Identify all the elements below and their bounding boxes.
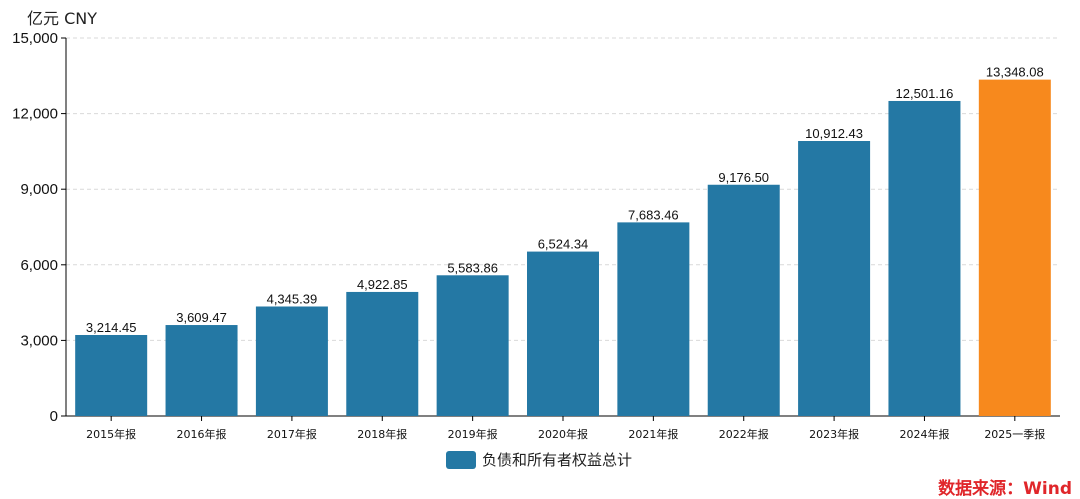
x-tick-label: 2016年报 [177, 427, 227, 441]
bar [978, 79, 1051, 416]
bar [888, 100, 961, 417]
y-axis-unit-label: 亿元 CNY [27, 9, 98, 28]
bar [75, 334, 148, 416]
x-tick-label: 2024年报 [899, 427, 949, 441]
bar [617, 222, 690, 416]
bar [436, 275, 509, 416]
x-tick-label: 2021年报 [628, 427, 678, 441]
bar [707, 184, 780, 416]
legend: 负债和所有者权益总计 [446, 449, 632, 470]
x-tick-label: 2015年报 [86, 427, 136, 441]
source-note: 数据来源：Wind [938, 479, 1072, 499]
x-tick-label: 2018年报 [357, 427, 407, 441]
data-label: 5,583.86 [447, 260, 498, 275]
data-label: 13,348.08 [986, 65, 1044, 80]
x-tick-label: 2022年报 [719, 427, 769, 441]
y-tick-label: 0 [50, 408, 58, 425]
y-tick-label: 15,000 [12, 30, 58, 47]
data-label: 12,501.16 [896, 86, 954, 101]
y-tick-label: 12,000 [12, 106, 58, 123]
bar [346, 291, 419, 416]
legend-swatch [446, 450, 476, 469]
y-tick-label: 6,000 [20, 257, 58, 274]
data-label: 4,922.85 [357, 277, 408, 292]
x-tick-label: 2025一季报 [984, 427, 1045, 441]
y-tick-label: 9,000 [20, 181, 58, 198]
bar [527, 251, 599, 416]
data-label: 6,524.34 [538, 237, 589, 252]
x-tick-label: 2020年报 [538, 427, 588, 441]
bar [255, 306, 328, 416]
x-tick-label: 2023年报 [809, 427, 859, 441]
data-label: 3,214.45 [86, 320, 137, 335]
data-label: 10,912.43 [805, 126, 863, 141]
x-tick-label: 2017年报 [267, 427, 317, 441]
data-label: 7,683.46 [628, 207, 679, 222]
data-label: 3,609.47 [176, 310, 227, 325]
bar [798, 141, 871, 416]
data-label: 4,345.39 [267, 291, 318, 306]
legend-label: 负债和所有者权益总计 [482, 451, 633, 469]
x-tick-label: 2019年报 [448, 427, 498, 441]
bar [165, 325, 238, 416]
y-tick-label: 3,000 [20, 332, 58, 349]
data-label: 9,176.50 [718, 170, 769, 185]
